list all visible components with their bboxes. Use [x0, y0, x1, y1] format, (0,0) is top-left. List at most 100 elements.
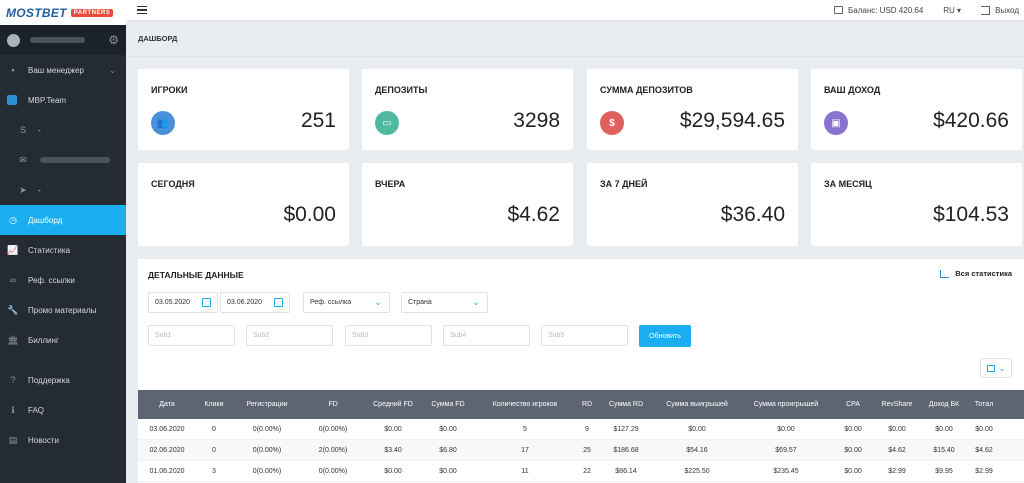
table-cell: 9 — [585, 425, 589, 433]
team-icon — [7, 95, 17, 105]
country-select[interactable]: Страна ⌄ — [401, 292, 488, 313]
calendar-icon[interactable] — [202, 298, 211, 307]
sub2-input[interactable]: Sub2 — [246, 325, 333, 346]
sidebar-item-news[interactable]: ▤ Новости — [0, 425, 126, 455]
column-header[interactable]: Дата — [159, 401, 175, 408]
sidebar-item-promo[interactable]: 🔧 Промо материалы — [0, 295, 126, 325]
contact-email: ✉ — [0, 145, 126, 175]
username-blurred — [30, 37, 85, 43]
column-header[interactable]: Клики — [204, 401, 224, 408]
card-value: $36.40 — [720, 203, 785, 226]
table-cell: $2.99 — [888, 467, 906, 475]
language-select[interactable]: RU ▾ — [943, 5, 962, 15]
sub4-input[interactable]: Sub4 — [443, 325, 530, 346]
wrench-icon: 🔧 — [7, 304, 19, 315]
all-stats-link[interactable]: Вся статистика — [940, 269, 1012, 278]
card-title: ВЧЕРА — [375, 179, 406, 189]
sidebar-item-label: FAQ — [28, 405, 45, 415]
balance-text: Баланс: USD 420.64 — [848, 5, 924, 15]
date-to-value: 03.06.2020 — [227, 299, 263, 306]
table-cell: $0.00 — [688, 425, 706, 433]
table-cell: $54.16 — [686, 446, 708, 454]
bank-icon: 🏛 — [7, 334, 19, 345]
column-header[interactable]: RD — [581, 401, 593, 408]
logout-icon — [981, 5, 991, 15]
card-title: ЗА МЕСЯЦ — [824, 179, 872, 189]
ref-link-value: Реф. ссылка — [310, 299, 352, 306]
brand-name: MOSTBET — [6, 5, 67, 20]
sub1-placeholder: Sub1 — [155, 332, 172, 339]
column-header[interactable]: Средний FD — [373, 401, 413, 408]
column-header[interactable]: Сумма выигрышей — [666, 401, 728, 408]
sidebar-item-billing[interactable]: 🏛 Биллинг — [0, 325, 126, 355]
sidebar-item-label: MBP.Team — [28, 95, 67, 105]
column-header[interactable]: RevShare — [881, 401, 913, 408]
table-cell: $9.95 — [935, 467, 953, 475]
table-cell: $0.00 — [975, 425, 993, 433]
table-cell: $0.00 — [888, 425, 906, 433]
table-cell: $186.68 — [613, 446, 639, 454]
card-deposits: ДЕПОЗИТЫ ▭ 3298 — [362, 69, 573, 150]
ref-link-select[interactable]: Реф. ссылка ⌄ — [303, 292, 390, 313]
table-cell: $4.62 — [888, 446, 906, 454]
contact-value: - — [38, 125, 41, 135]
data-table: Дата Клики Регистрации FD Средний FD Сумма FD… — [138, 390, 1024, 482]
table-cell: $0.00 — [844, 425, 862, 433]
avatar — [7, 33, 20, 47]
table-cell: 2(0.00%) — [318, 446, 348, 454]
sub4-placeholder: Sub4 — [450, 332, 467, 339]
menu-icon[interactable] — [137, 6, 147, 14]
logout-button[interactable]: Выход — [981, 5, 1019, 15]
table-cell: $15.40 — [933, 446, 955, 454]
sub3-placeholder: Sub3 — [352, 332, 369, 339]
users-icon: 👥 — [151, 111, 175, 135]
wallet-icon: ▣ — [824, 111, 848, 135]
table-cell: $0.00 — [844, 467, 862, 475]
email-blurred — [40, 157, 110, 163]
column-header[interactable]: CPA — [846, 401, 860, 408]
date-from-value: 03.05.2020 — [155, 299, 191, 306]
user-profile[interactable]: ⚙ — [0, 25, 126, 55]
column-header[interactable]: FD — [328, 401, 338, 408]
table-cell: $69.57 — [775, 446, 797, 454]
table-cell: $0.00 — [844, 446, 862, 454]
column-header[interactable]: Сумма RD — [608, 401, 644, 408]
sidebar-item-label: Дашборд — [28, 215, 63, 225]
column-header[interactable]: Тотал — [974, 401, 994, 408]
sub3-input[interactable]: Sub3 — [345, 325, 432, 346]
table-row: 02.06.2020 0 0(0.00%) 2(0.00%) $3.40 $6.80 17 2… — [138, 440, 1024, 461]
gear-icon[interactable]: ⚙ — [108, 33, 119, 47]
column-header[interactable]: Сумма FD — [431, 401, 465, 408]
column-header[interactable]: Регистрации — [246, 401, 288, 408]
table-cell: $0.00 — [439, 425, 457, 433]
columns-icon — [986, 364, 995, 372]
table-header: Дата Клики Регистрации FD Средний FD Сумма FD… — [138, 390, 1024, 419]
column-header[interactable]: Количество игроков — [492, 401, 558, 408]
sidebar-item-support[interactable]: ? Поддержка — [0, 365, 126, 395]
table-cell: 11 — [521, 467, 529, 475]
sidebar-item-statistics[interactable]: 📈 Статистика — [0, 235, 126, 265]
sub1-input[interactable]: Sub1 — [148, 325, 235, 346]
table-cell: $4.62 — [975, 446, 993, 454]
sidebar-item-manager[interactable]: ▪ Ваш менеджер ⌄ — [0, 55, 126, 85]
columns-toggle-button[interactable]: ⌄ — [980, 358, 1012, 378]
table-cell: $235.45 — [773, 467, 799, 475]
sidebar-item-ref-links[interactable]: ∞ Реф. ссылки — [0, 265, 126, 295]
sub2-placeholder: Sub2 — [253, 332, 270, 339]
mail-icon: ✉ — [19, 154, 27, 165]
table-cell: $86.14 — [615, 467, 637, 475]
sub5-input[interactable]: Sub5 — [541, 325, 628, 346]
date-from-input[interactable]: 03.05.2020 — [148, 292, 218, 313]
skype-icon: S — [19, 125, 26, 135]
sidebar-item-dashboard[interactable]: ◷ Дашборд — [0, 205, 126, 235]
table-cell: 0(0.00%) — [252, 425, 282, 433]
column-header[interactable]: Доход БК — [928, 401, 960, 408]
table-cell: 0(0.00%) — [252, 446, 282, 454]
date-to-input[interactable]: 03.06.2020 — [220, 292, 290, 313]
brand-logo[interactable]: MOSTBET PARTNERS — [0, 0, 126, 25]
calendar-icon[interactable] — [274, 298, 283, 307]
sidebar-item-faq[interactable]: ℹ FAQ — [0, 395, 126, 425]
update-button[interactable]: Обновить — [639, 325, 691, 347]
sidebar-item-label: Статистика — [28, 245, 71, 255]
column-header[interactable]: Сумма проигрышей — [753, 401, 819, 408]
